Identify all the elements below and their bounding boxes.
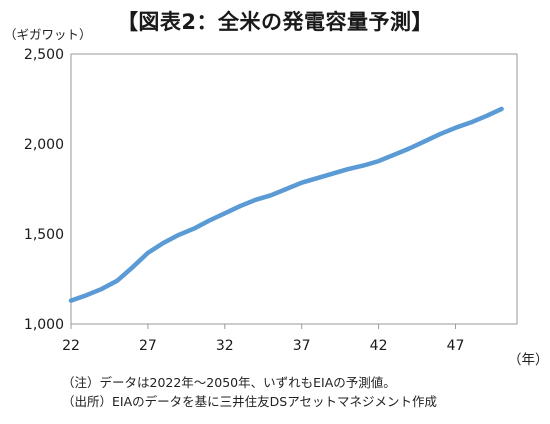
- x-tick-label: 47: [447, 338, 465, 354]
- x-tick-label: 32: [216, 338, 234, 354]
- footnotes: （注）データは2022年～2050年、いずれもEIAの予測値。 （出所）EIAの…: [62, 373, 437, 411]
- x-axis-ticks: [70, 324, 456, 329]
- y-axis-unit: （ギガワット）: [4, 27, 92, 42]
- y-tick-label: 1,500: [24, 227, 64, 243]
- chart-title: 【図表2：全米の発電容量予測】: [116, 10, 434, 34]
- source-line: （出所）EIAのデータを基に三井住友DSアセットマネジメント作成: [62, 394, 437, 409]
- series-line-capacity: [68, 106, 504, 303]
- x-tick-label: 22: [62, 338, 80, 354]
- x-tick-label: 37: [293, 338, 311, 354]
- y-tick-label: 2,500: [24, 47, 64, 63]
- x-axis-unit: （年）: [508, 352, 549, 368]
- y-tick-label: 2,000: [24, 137, 64, 153]
- x-tick-label: 27: [139, 338, 157, 354]
- note-line: （注）データは2022年～2050年、いずれもEIAの予測値。: [62, 375, 396, 390]
- plot-frame: [70, 53, 518, 325]
- y-tick-label: 1,000: [24, 317, 64, 333]
- y-axis-tick-labels: 1,000 1,500 2,000 2,500: [24, 47, 64, 333]
- x-axis-tick-labels: 22 27 32 37 42 47: [62, 338, 464, 354]
- x-tick-label: 42: [370, 338, 388, 354]
